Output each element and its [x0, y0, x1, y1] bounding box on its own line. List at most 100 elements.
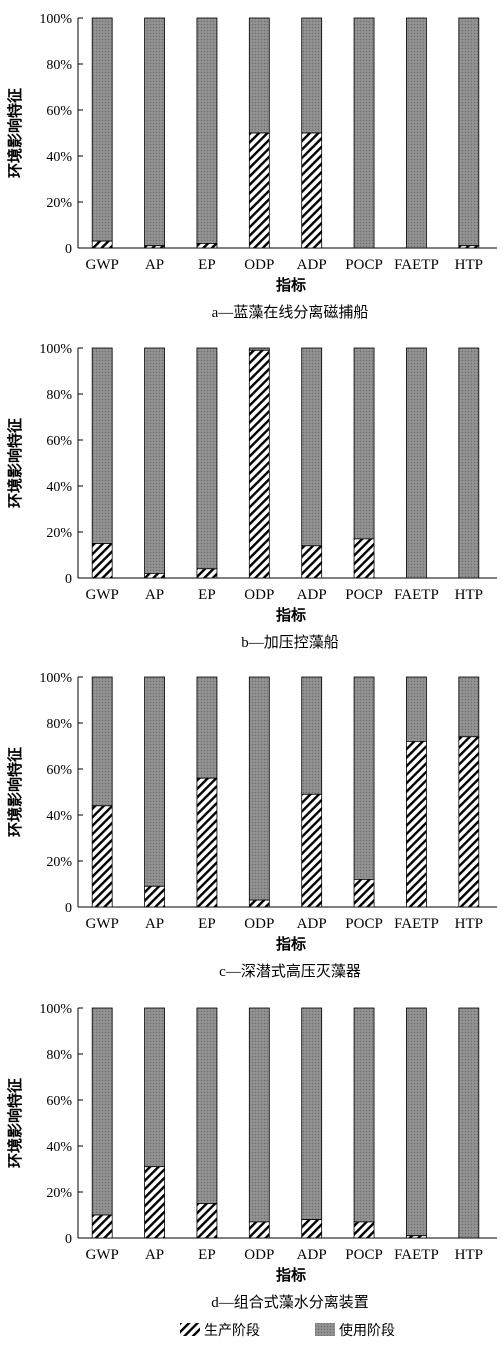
x-tick-label: AP	[145, 257, 164, 273]
bar-production-gwp	[91, 543, 113, 579]
bar-usage-pocp	[353, 17, 375, 249]
y-tick-label: 80%	[46, 58, 72, 73]
bar-usage-adp	[301, 676, 323, 795]
bar-production-odp	[248, 899, 270, 908]
y-tick-label: 20%	[46, 196, 72, 211]
bar-usage-htp	[458, 676, 480, 738]
x-tick-label: EP	[198, 257, 216, 273]
x-tick-label: FAETP	[394, 1247, 439, 1263]
bar-production-ap	[144, 1166, 165, 1239]
x-axis-label: 指标	[276, 276, 306, 294]
panel-caption: d—组合式藻水分离装置	[211, 1294, 369, 1311]
x-tick-label: FAETP	[394, 916, 439, 932]
x-tick-label: ADP	[297, 587, 327, 603]
x-tick-label: FAETP	[394, 257, 439, 273]
x-tick-label: AP	[145, 1247, 164, 1263]
x-tick-label: POCP	[345, 1247, 383, 1263]
x-tick-label: POCP	[345, 916, 383, 932]
legend-swatch-production	[180, 1323, 200, 1336]
bar-usage-pocp	[353, 1007, 375, 1223]
bar-usage-faetp	[406, 17, 427, 249]
x-tick-label: GWP	[86, 916, 119, 932]
bar-usage-htp	[458, 347, 480, 579]
bar-usage-gwp	[91, 17, 113, 242]
bar-usage-ap	[144, 347, 165, 574]
y-tick-label: 20%	[46, 1186, 72, 1201]
chart-panel-b: 0 20% 40% 60% 80% 100% 环境影响特征 GWP AP EP ODP ADP POCP…	[6, 342, 497, 651]
bar-usage-odp	[248, 676, 270, 901]
y-tick-label: 40%	[46, 480, 72, 495]
x-tick-label: ODP	[244, 587, 274, 603]
bar-production-ap	[144, 573, 165, 579]
bar-usage-gwp	[91, 347, 113, 544]
y-tick-label: 60%	[46, 1094, 72, 1109]
x-tick-label: GWP	[86, 257, 119, 273]
legend-swatch-usage	[315, 1323, 335, 1336]
legend-label-usage: 使用阶段	[339, 1322, 395, 1339]
y-axis-label: 环境影响特征	[6, 1078, 24, 1168]
bar-usage-ep	[196, 1007, 218, 1204]
x-tick-label: EP	[198, 1247, 216, 1263]
y-tick-label: 80%	[46, 717, 72, 732]
y-tick-label: 100%	[39, 1002, 72, 1017]
bar-usage-adp	[301, 17, 323, 134]
x-tick-label: HTP	[455, 916, 483, 932]
chart-panel-d: 0 20% 40% 60% 80% 100% 环境影响特征 GWP AP EP ODP ADP POCP…	[6, 1002, 497, 1311]
bar-usage-pocp	[353, 676, 375, 880]
y-tick-label: 100%	[39, 12, 72, 27]
y-tick-label: 0	[65, 901, 72, 916]
y-tick-label: 100%	[39, 342, 72, 357]
bar-production-adp	[301, 793, 323, 908]
bar-production-gwp	[91, 1214, 113, 1239]
y-tick-label: 60%	[46, 763, 72, 778]
y-axis-label: 环境影响特征	[6, 418, 24, 508]
y-tick-label: 20%	[46, 855, 72, 870]
x-tick-label: POCP	[345, 587, 383, 603]
x-tick-label: ADP	[297, 916, 327, 932]
panel-caption: b—加压控藻船	[241, 634, 339, 651]
bar-usage-ep	[196, 347, 218, 570]
y-tick-label: 0	[65, 1232, 72, 1247]
x-tick-label: HTP	[455, 1247, 483, 1263]
bar-production-adp	[301, 1219, 323, 1239]
x-axis-label: 指标	[276, 935, 306, 953]
x-axis-label: 指标	[276, 606, 306, 624]
x-tick-label: HTP	[455, 587, 483, 603]
x-tick-label: EP	[198, 916, 216, 932]
bar-usage-htp	[458, 1007, 480, 1239]
bar-production-odp	[248, 1221, 270, 1239]
bar-production-pocp	[353, 1221, 375, 1239]
bar-usage-ep	[196, 676, 218, 779]
y-axis-label: 环境影响特征	[6, 88, 24, 178]
y-tick-label: 60%	[46, 104, 72, 119]
x-axis-label: 指标	[276, 1266, 306, 1284]
panel-caption: a—蓝藻在线分离磁捕船	[212, 304, 369, 321]
bar-production-ep	[196, 1203, 218, 1239]
x-tick-label: POCP	[345, 257, 383, 273]
y-axis-label: 环境影响特征	[6, 747, 24, 837]
bar-production-odp	[248, 132, 270, 249]
y-tick-label: 80%	[46, 1048, 72, 1063]
x-tick-label: GWP	[86, 1247, 119, 1263]
y-tick-label: 0	[65, 572, 72, 587]
bar-production-faetp	[406, 741, 427, 908]
bar-usage-faetp	[406, 676, 427, 742]
bar-production-htp	[458, 736, 480, 908]
bar-production-gwp	[91, 240, 113, 249]
bar-usage-odp	[248, 1007, 270, 1223]
bar-production-adp	[301, 545, 323, 579]
bar-production-htp	[458, 245, 480, 249]
x-tick-label: HTP	[455, 257, 483, 273]
y-tick-label: 40%	[46, 150, 72, 165]
x-tick-label: ODP	[244, 1247, 274, 1263]
bar-production-ap	[144, 245, 165, 249]
bar-usage-ep	[196, 17, 218, 244]
x-tick-label: AP	[145, 587, 164, 603]
panel-caption: c—深潜式高压灭藻器	[219, 963, 361, 980]
y-tick-label: 60%	[46, 434, 72, 449]
y-tick-label: 100%	[39, 671, 72, 686]
bar-production-ep	[196, 568, 218, 579]
bar-usage-adp	[301, 1007, 323, 1221]
chart-panels: 0 20% 40% 60% 80% 100% 环境影响特征 GWP AP EP ODP ADP POCP…	[6, 12, 497, 1311]
legend-label-production: 生产阶段	[204, 1323, 260, 1339]
